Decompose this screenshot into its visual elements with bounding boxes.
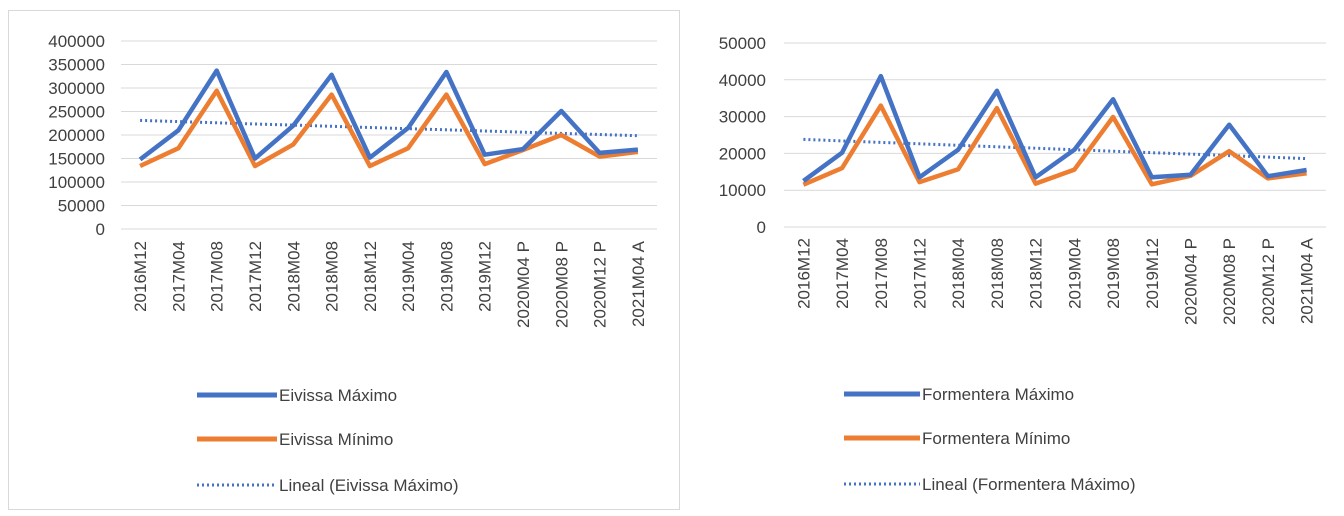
eivissa-x-tick-label: 2020M04 P (514, 241, 533, 328)
eivissa-x-tick-label: 2019M12 (476, 241, 495, 312)
eivissa-legend-label: Eivissa Máximo (279, 386, 397, 405)
formentera-chart-panel: 50000 40000 30000 20000 10000 0 2016M12 2017M04… (684, 0, 1340, 510)
formentera-x-tick-label: 2021M04 A (1298, 237, 1317, 324)
eivissa-legend-label: Lineal (Eivissa Máximo) (279, 476, 459, 495)
formentera-y-tick-label: 20000 (719, 144, 766, 163)
formentera-x-tick-label: 2017M08 (872, 238, 891, 309)
formentera-x-tick-label: 2019M04 (1065, 238, 1084, 309)
formentera-chart-svg: 50000 40000 30000 20000 10000 0 2016M12 2017M04… (719, 34, 1326, 494)
eivissa-x-tick-label: 2021M04 A (629, 240, 648, 327)
eivissa-chart-svg: 400000 350000 300000 250000 200000 150000 1000… (48, 32, 657, 495)
eivissa-x-tick-label: 2017M12 (246, 241, 265, 312)
eivissa-x-tick-label: 2019M04 (399, 241, 418, 312)
formentera-x-tick-label: 2018M08 (988, 238, 1007, 309)
eivissa-x-tick-label: 2017M08 (208, 241, 227, 312)
eivissa-y-tick-label: 0 (96, 220, 105, 239)
formentera-y-tick-label: 10000 (719, 181, 766, 200)
formentera-series-max-line (802, 73, 1307, 183)
eivissa-x-tick-label: 2018M08 (323, 241, 342, 312)
formentera-legend-label: Lineal (Formentera Máximo) (922, 475, 1136, 494)
formentera-y-tick-label: 50000 (719, 34, 766, 53)
formentera-series-min-line (802, 103, 1307, 187)
eivissa-y-tick-label: 350000 (48, 56, 105, 75)
eivissa-x-tick-label: 2018M04 (284, 241, 303, 312)
eivissa-y-tick-label: 400000 (48, 32, 105, 51)
formentera-x-tick-label: 2019M12 (1143, 238, 1162, 309)
eivissa-y-tick-label: 300000 (48, 79, 105, 98)
eivissa-x-tick-label: 2016M12 (131, 241, 150, 312)
formentera-x-tick-label: 2020M08 P (1220, 238, 1239, 325)
formentera-legend-label: Formentera Mínimo (922, 429, 1070, 448)
formentera-x-tick-label: 2019M08 (1104, 238, 1123, 309)
formentera-x-tick-label: 2020M04 P (1182, 238, 1201, 325)
eivissa-x-tick-label: 2018M12 (361, 241, 380, 312)
eivissa-x-tick-label: 2020M08 P (552, 241, 571, 328)
eivissa-series-max-line (138, 68, 639, 162)
formentera-x-tick-label: 2018M04 (949, 238, 968, 309)
formentera-x-tick-label: 2017M04 (833, 238, 852, 309)
formentera-y-tick-label: 40000 (719, 71, 766, 90)
formentera-x-tick-label: 2018M12 (1027, 238, 1046, 309)
eivissa-series-trend-line (140, 118, 638, 138)
eivissa-y-tick-label: 250000 (48, 103, 105, 122)
formentera-x-tick-label: 2020M12 P (1259, 238, 1278, 325)
formentera-y-tick-label: 0 (757, 218, 766, 237)
eivissa-x-tick-label: 2020M12 P (591, 241, 610, 328)
eivissa-chart-panel: 400000 350000 300000 250000 200000 150000 1000… (8, 10, 680, 510)
eivissa-y-tick-label: 50000 (58, 197, 105, 216)
eivissa-x-tick-label: 2017M04 (169, 241, 188, 312)
formentera-y-tick-label: 30000 (719, 108, 766, 127)
eivissa-series-min-line (139, 88, 639, 169)
eivissa-x-tick-label: 2019M08 (437, 241, 456, 312)
formentera-x-tick-label: 2016M12 (794, 238, 813, 309)
eivissa-y-tick-label: 200000 (48, 126, 105, 145)
eivissa-legend-label: Eivissa Mínimo (279, 430, 393, 449)
eivissa-y-tick-label: 100000 (48, 173, 105, 192)
formentera-x-tick-label: 2017M12 (911, 238, 930, 309)
eivissa-y-tick-label: 150000 (48, 150, 105, 169)
formentera-legend-label: Formentera Máximo (922, 385, 1074, 404)
formentera-series-trend-line (803, 137, 1307, 161)
